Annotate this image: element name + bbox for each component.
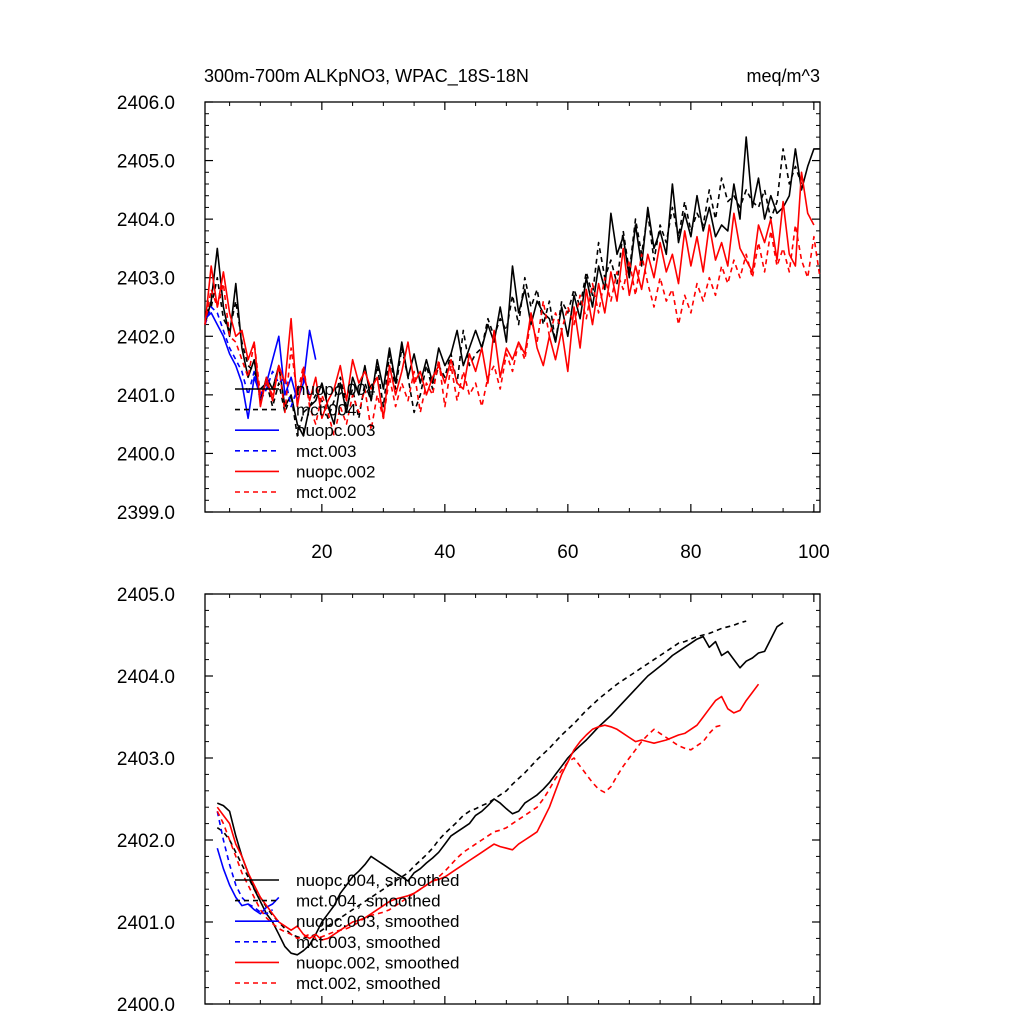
y-tick-label: 2401.0 (117, 386, 175, 407)
y-tick-label: 2405.0 (117, 585, 175, 606)
chart-title: 300m-700m ALKpNO3, WPAC_18S-18N (204, 66, 529, 87)
legend-label: nuopc.002, smoothed (296, 953, 460, 972)
plot-frame (204, 593, 821, 1005)
y-tick-label: 2402.0 (117, 831, 175, 852)
plot-frame (204, 101, 821, 513)
bottom-chart: 2400.0 2401.0 2402.0 2403.0 2404.0 2405.0 nuo… (117, 585, 821, 1016)
y-tick-label: 2402.0 (117, 327, 175, 348)
axis-ticks: 2399.0 2400.0 2401.0 2402.0 2403.0 2404.0 2405… (117, 93, 830, 563)
series-line (204, 148, 803, 437)
legend-label: mct.002, smoothed (296, 974, 441, 993)
legend-label: nuopc.004 (296, 380, 375, 399)
series-line (204, 136, 820, 437)
x-tick-label: 20 (311, 542, 332, 563)
y-tick-label: 2405.0 (117, 152, 175, 173)
legend-label: nuopc.003, smoothed (296, 912, 460, 931)
legend-label: nuopc.003 (296, 421, 375, 440)
y-tick-label: 2403.0 (117, 749, 175, 770)
legend-label: nuopc.002 (296, 462, 375, 481)
y-tick-label: 2406.0 (117, 93, 175, 114)
y-tick-label: 2404.0 (117, 210, 175, 231)
top-chart: 300m-700m ALKpNO3, WPAC_18S-18N meq/m^3 … (117, 66, 830, 563)
y-tick-label: 2399.0 (117, 503, 175, 524)
chart-units: meq/m^3 (747, 66, 820, 86)
series-line (204, 224, 821, 437)
y-tick-label: 2404.0 (117, 667, 175, 688)
x-tick-label: 80 (680, 542, 701, 563)
legend-label: mct.002 (296, 483, 356, 502)
y-tick-label: 2403.0 (117, 269, 175, 290)
series-line (204, 306, 311, 408)
series-line (216, 622, 784, 956)
x-tick-label: 60 (557, 542, 578, 563)
y-tick-label: 2400.0 (117, 444, 175, 465)
y-tick-label: 2401.0 (117, 913, 175, 934)
x-tick-label: 40 (434, 542, 455, 563)
legend-label: nuopc.004, smoothed (296, 871, 460, 890)
legend-label: mct.004 (296, 401, 356, 420)
series-line (216, 620, 747, 940)
legend-label: mct.004, smoothed (296, 892, 441, 911)
y-tick-label: 2400.0 (117, 995, 175, 1016)
x-tick-label: 100 (798, 542, 830, 563)
legend-label: mct.003 (296, 442, 356, 461)
series-line (216, 847, 280, 915)
series-layer (204, 136, 821, 437)
legend-label: mct.003, smoothed (296, 933, 441, 952)
axis-ticks: 2400.0 2401.0 2402.0 2403.0 2404.0 2405.0 (117, 585, 820, 1016)
